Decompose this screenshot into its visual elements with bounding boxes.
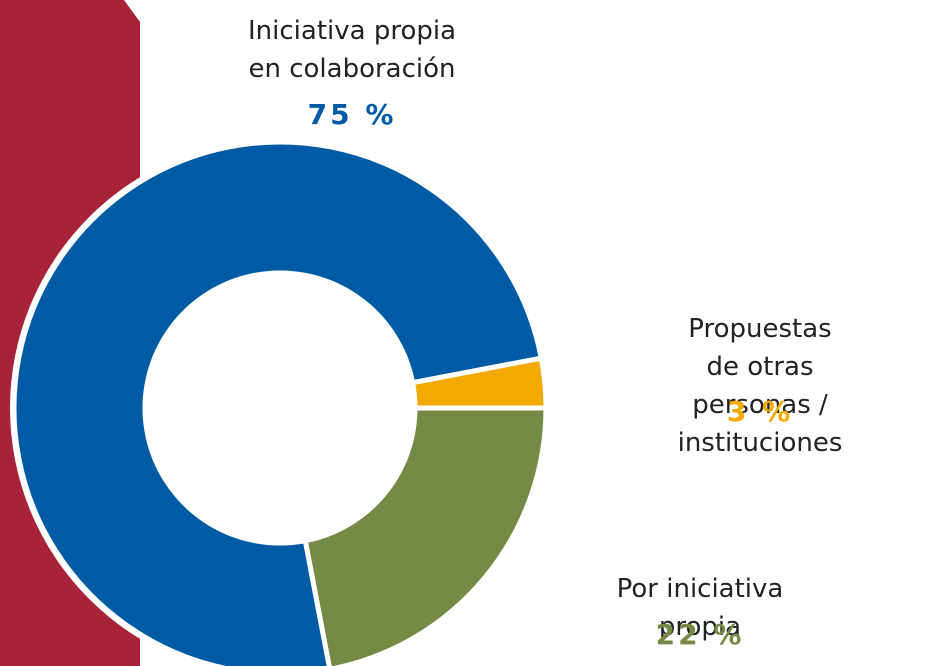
donut-slice xyxy=(11,139,545,666)
slice-label: Iniciativa propia en colaboración xyxy=(247,16,457,84)
value-label: 22 % xyxy=(655,618,745,651)
value-label: 75 % xyxy=(307,98,397,131)
slice-label: Por iniciativa propia xyxy=(616,574,784,642)
slice-label: Propuestas de otras personas / instituci… xyxy=(677,314,843,458)
donut-slice xyxy=(302,405,549,666)
value-label: 3 % xyxy=(726,395,794,428)
